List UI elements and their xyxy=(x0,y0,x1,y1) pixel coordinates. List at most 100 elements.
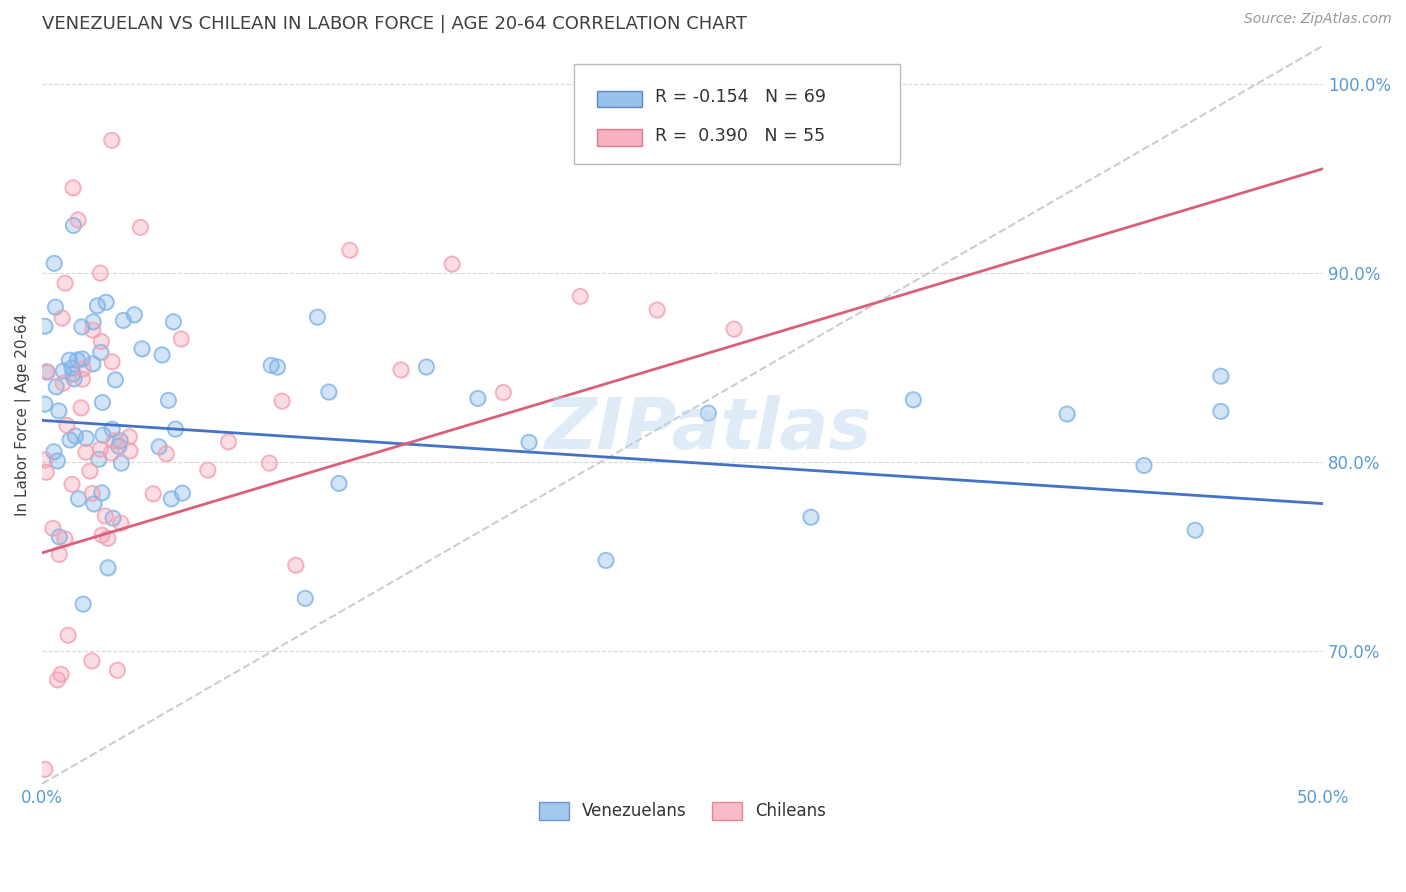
Point xyxy=(307,310,329,324)
Point xyxy=(595,553,617,567)
Point xyxy=(903,392,925,407)
Point xyxy=(155,447,177,461)
Point xyxy=(294,591,316,606)
Point xyxy=(48,403,70,417)
Point xyxy=(467,392,489,406)
Point xyxy=(59,433,82,447)
Text: Source: ZipAtlas.com: Source: ZipAtlas.com xyxy=(1244,12,1392,26)
Point xyxy=(62,219,84,233)
Point xyxy=(62,180,84,194)
Point xyxy=(90,485,112,500)
Point xyxy=(118,443,141,458)
Legend: Venezuelans, Chileans: Venezuelans, Chileans xyxy=(533,795,832,827)
Point xyxy=(56,628,79,642)
FancyBboxPatch shape xyxy=(574,64,900,164)
Point xyxy=(97,531,120,545)
Point xyxy=(34,319,56,334)
Point xyxy=(55,418,77,433)
Point xyxy=(48,547,70,561)
Point xyxy=(67,491,90,506)
Point xyxy=(197,463,219,477)
Point xyxy=(91,428,114,442)
Point xyxy=(75,431,97,445)
Point xyxy=(66,212,89,227)
Point xyxy=(150,348,173,362)
Point xyxy=(1184,523,1206,537)
Point xyxy=(34,452,56,467)
Point xyxy=(91,395,114,409)
Point xyxy=(94,295,117,310)
Point xyxy=(45,379,67,393)
Point xyxy=(112,313,135,327)
Point xyxy=(80,654,103,668)
Point xyxy=(328,476,350,491)
Point xyxy=(1133,458,1156,473)
Point xyxy=(415,359,437,374)
Point xyxy=(89,266,111,280)
Point xyxy=(1056,407,1078,421)
Point xyxy=(517,435,540,450)
Point xyxy=(46,673,69,687)
Point xyxy=(72,351,94,366)
Point xyxy=(46,453,69,467)
Point xyxy=(107,439,129,453)
Point xyxy=(94,508,117,523)
Point xyxy=(35,365,58,379)
Point xyxy=(79,464,101,478)
Point xyxy=(89,266,111,280)
Point xyxy=(82,486,104,500)
Point xyxy=(83,497,105,511)
Point xyxy=(82,357,104,371)
Point xyxy=(66,352,89,367)
Point xyxy=(100,133,122,147)
Point xyxy=(34,397,56,411)
Point xyxy=(697,406,720,420)
Point xyxy=(142,486,165,500)
Point xyxy=(107,663,129,677)
Point xyxy=(266,359,288,374)
Point xyxy=(259,456,281,470)
Point xyxy=(160,491,183,506)
Point xyxy=(82,486,104,500)
Point xyxy=(42,444,65,458)
Point xyxy=(129,220,152,235)
Point xyxy=(49,667,72,681)
Point xyxy=(72,597,94,611)
Point xyxy=(723,322,745,336)
Point xyxy=(94,295,117,310)
Point xyxy=(65,429,87,443)
Point xyxy=(72,597,94,611)
Point xyxy=(101,354,124,368)
Point xyxy=(75,445,97,459)
FancyBboxPatch shape xyxy=(596,90,643,107)
Point xyxy=(112,313,135,327)
Point xyxy=(60,360,83,375)
Point xyxy=(101,422,124,436)
Point xyxy=(82,323,104,337)
Point xyxy=(41,521,63,535)
Text: ZIPatlas: ZIPatlas xyxy=(544,395,872,464)
Point xyxy=(104,373,127,387)
Point xyxy=(517,435,540,450)
Point xyxy=(46,673,69,687)
Point xyxy=(97,531,120,545)
Point xyxy=(52,376,75,390)
Point xyxy=(56,628,79,642)
Point xyxy=(35,365,58,379)
Point xyxy=(41,521,63,535)
Point xyxy=(62,219,84,233)
Point xyxy=(155,447,177,461)
Point xyxy=(51,310,73,325)
Point xyxy=(89,442,111,457)
Point xyxy=(86,299,108,313)
Point xyxy=(110,456,132,470)
Point xyxy=(72,361,94,376)
Point xyxy=(35,465,58,479)
Point xyxy=(266,359,288,374)
Point xyxy=(70,319,93,334)
Point xyxy=(569,289,592,303)
Point xyxy=(44,300,66,314)
Point xyxy=(82,323,104,337)
Point xyxy=(42,444,65,458)
Point xyxy=(103,434,125,448)
